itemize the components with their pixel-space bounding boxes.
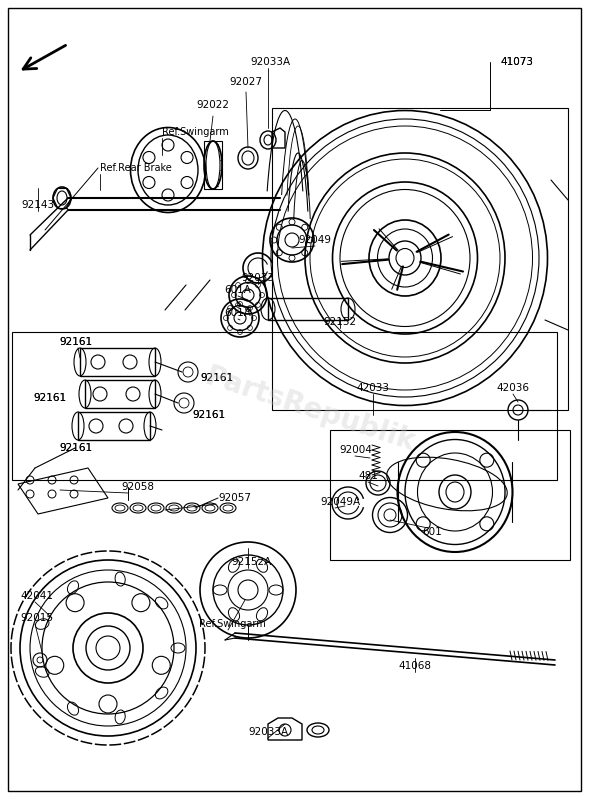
Text: 92033A: 92033A	[248, 727, 288, 737]
Text: 92161: 92161	[34, 393, 67, 403]
Bar	[85, 380, 155, 408]
Text: 92022: 92022	[197, 100, 230, 110]
Text: Ref.Rear Brake: Ref.Rear Brake	[100, 163, 172, 173]
Text: 92058: 92058	[121, 482, 154, 492]
Text: 92161: 92161	[200, 373, 233, 383]
Bar	[12, 332, 557, 480]
Bar	[80, 348, 155, 376]
Text: 41073: 41073	[500, 57, 533, 67]
Text: 92152: 92152	[323, 317, 356, 327]
Text: 92027: 92027	[230, 77, 263, 87]
Text: 92161: 92161	[59, 337, 92, 347]
Bar	[204, 141, 222, 189]
Text: 92161: 92161	[192, 410, 225, 420]
Text: 92161: 92161	[59, 443, 92, 453]
Text: 92004: 92004	[340, 445, 372, 455]
Text: 92033A: 92033A	[250, 57, 290, 67]
Text: 42033: 42033	[356, 383, 389, 393]
Text: 42041: 42041	[21, 591, 54, 601]
Text: PartsRepublik: PartsRepublik	[201, 363, 419, 457]
Text: 92015: 92015	[21, 613, 54, 623]
Text: 41068: 41068	[399, 661, 432, 671]
Text: 92049: 92049	[299, 235, 332, 245]
Text: 92033: 92033	[241, 273, 274, 283]
Bar	[78, 412, 150, 440]
Text: 92152A: 92152A	[232, 557, 272, 567]
Text: 92161: 92161	[59, 337, 92, 347]
Text: 92161: 92161	[59, 443, 92, 453]
Text: 92161: 92161	[192, 410, 225, 420]
Text: 42036: 42036	[497, 383, 530, 393]
Text: 92161: 92161	[200, 373, 233, 383]
Text: 92143: 92143	[21, 200, 55, 210]
Text: 41073: 41073	[500, 57, 533, 67]
Text: 92057: 92057	[218, 493, 251, 503]
Text: 601A: 601A	[224, 308, 252, 318]
Text: 92049A: 92049A	[320, 497, 360, 507]
Text: 92161: 92161	[34, 393, 67, 403]
Text: Ref.Swingarm: Ref.Swingarm	[198, 619, 266, 629]
Text: 481: 481	[358, 471, 378, 481]
Text: 601A: 601A	[224, 285, 252, 295]
Bar	[268, 298, 348, 320]
Text: 601: 601	[422, 527, 442, 537]
Text: Ref.Swingarm: Ref.Swingarm	[162, 127, 229, 137]
